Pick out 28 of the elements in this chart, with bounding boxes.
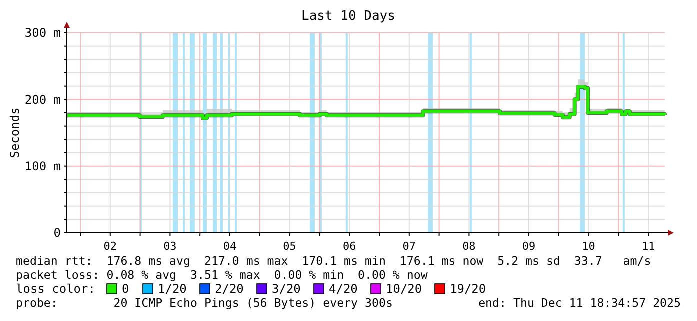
x-tick-label: 05 [283,240,296,253]
text: median rtt: 176.8 ms avg 217.0 ms max 170.1 ms min 176.1 ms now 5.2 ms sd 33.7 am/s [16,254,652,268]
x-tick-label: 06 [342,240,356,253]
legend-label: 1/20 [158,282,187,296]
y-tick-label: 200 m [24,92,61,107]
legend-title: loss color: [16,282,96,296]
text: packet loss: 0.08 % avg 3.51 % max 0.00 % min 0.00 % now [16,268,428,282]
text: end: Thu Dec 11 18:34:57 2025 [478,296,682,310]
y-tick-label: 0 [54,226,61,240]
x-tick-label: 02 [104,240,118,253]
y-tick-label: 300 m [24,26,61,40]
legend-label: 0 [122,282,130,296]
x-tick-label: 11 [642,240,656,253]
legend-label: 3/20 [272,282,301,296]
x-tick-label: 03 [164,240,177,253]
legend-label: 2/20 [215,282,244,296]
x-tick-label: 07 [402,240,416,253]
chart-title: Last 10 Days [302,9,396,24]
text: probe: 20 ICMP Echo Pings (56 Bytes) every 300s [16,296,393,310]
legend-label: 4/20 [329,282,358,296]
x-tick-label: 09 [522,240,536,253]
y-axis-title: Seconds [8,108,22,158]
y-tick-label: 100 m [24,160,61,174]
x-tick-label: 04 [223,240,237,253]
legend-label: 19/20 [450,282,486,296]
legend-label: 10/20 [386,282,422,296]
x-tick-label: 10 [582,240,596,253]
x-tick-label: 08 [462,240,476,253]
